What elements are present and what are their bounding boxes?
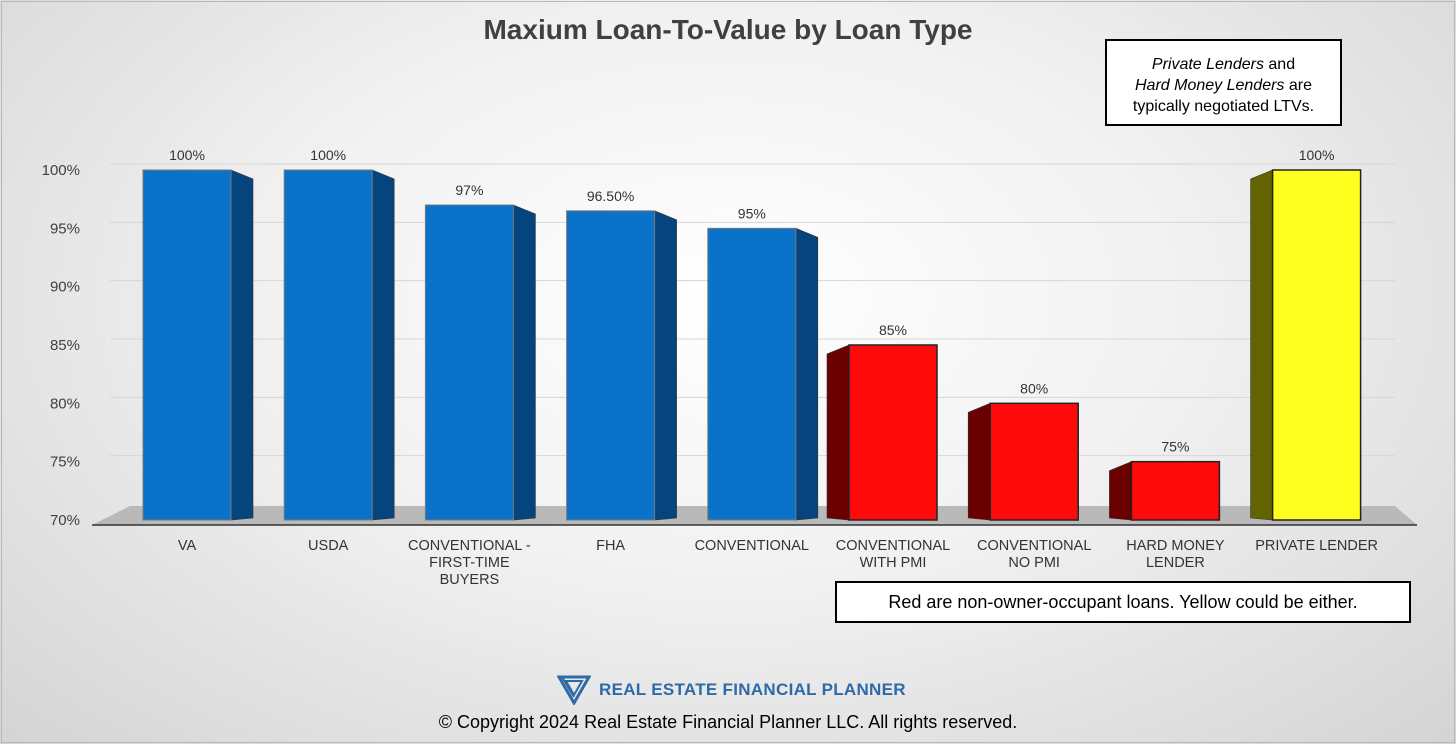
bar-front-face (424, 204, 514, 521)
category-label-line: FIRST-TIME (429, 555, 510, 571)
chart-title: Maxium Loan-To-Value by Loan Type (483, 14, 973, 45)
category-label-line: LENDER (1146, 555, 1205, 571)
bar-side-face (967, 402, 991, 521)
bar-side-face (826, 344, 850, 521)
category-label: CONVENTIONAL (695, 538, 809, 554)
data-label: 100% (169, 147, 205, 163)
note-private-lenders: Private Lenders (1151, 56, 1264, 73)
category-label: FHA (596, 538, 625, 554)
category-label-line: CONVENTIONAL - (408, 538, 531, 554)
bar (142, 169, 254, 521)
y-tick-label: 85% (50, 337, 80, 354)
v-triangle-logo-icon (557, 675, 591, 705)
note-are: are (1284, 77, 1312, 94)
bar-side-face (1250, 169, 1273, 521)
category-label-line: NO PMI (1008, 555, 1060, 571)
bar (707, 227, 819, 521)
category-label: CONVENTIONAL WITH PMI (836, 538, 950, 571)
y-tick-label: 90% (50, 279, 80, 296)
copyright-text: © Copyright 2024 Real Estate Financial P… (438, 712, 1018, 732)
data-label: 96.50% (587, 188, 634, 204)
bar (424, 204, 536, 521)
brand-name: REAL ESTATE FINANCIAL PLANNER (599, 680, 906, 699)
category-label: CONVENTIONAL NO PMI (977, 538, 1091, 571)
category-label-line: CONVENTIONAL (836, 538, 950, 554)
bar-side-face (230, 169, 254, 521)
y-axis-ticks: 70% 75% 80% 85% 90% 95% 100% (42, 162, 80, 529)
bar-side-face (513, 204, 536, 521)
bar (283, 169, 395, 521)
bar (967, 402, 1079, 521)
bar-front-face (707, 227, 797, 521)
data-label: 100% (1299, 147, 1335, 163)
y-tick-label: 95% (50, 220, 80, 237)
bar (1109, 460, 1221, 521)
note-negotiated: typically negotiated LTVs. (1132, 98, 1315, 115)
category-label-line: USDA (308, 538, 349, 554)
data-label: 95% (738, 205, 766, 221)
bars (142, 169, 1362, 521)
category-label: USDA (308, 538, 349, 554)
category-label: CONVENTIONAL -FIRST-TIME BUYERS (408, 538, 531, 588)
bar-front-face (1130, 460, 1221, 521)
bar-side-face (795, 227, 819, 521)
category-label-line: WITH PMI (860, 555, 927, 571)
bar-side-face (654, 210, 677, 521)
bar-front-face (989, 402, 1079, 521)
y-tick-label: 80% (50, 395, 80, 412)
bar-side-face (371, 169, 395, 521)
category-label-line: FHA (596, 538, 625, 554)
bar-side-face (1109, 461, 1132, 521)
bar (566, 210, 677, 521)
data-labels: 100% 100% 97% 96.50% 95% 85% 80% 75% 100% (169, 147, 1334, 455)
category-label-line: PRIVATE LENDER (1255, 538, 1378, 554)
category-label-line: BUYERS (440, 572, 500, 588)
x-axis-categories: VA USDA CONVENTIONAL -FIRST-TIME BUYERS FHA C… (178, 538, 1378, 588)
y-tick-label: 75% (50, 454, 80, 471)
category-label-line: HARD MONEY (1126, 538, 1225, 554)
y-tick-label: 70% (50, 512, 80, 529)
note-hard-money-lenders: Hard Money Lenders (1135, 77, 1285, 94)
category-label: PRIVATE LENDER (1255, 538, 1378, 554)
bar (826, 344, 938, 521)
brand-logo: REAL ESTATE FINANCIAL PLANNER (557, 674, 906, 706)
category-label: HARD MONEY LENDER (1126, 538, 1225, 571)
bar-front-face (283, 169, 373, 521)
data-label: 80% (1020, 380, 1048, 396)
data-label: 100% (310, 147, 346, 163)
data-label: 75% (1161, 439, 1189, 455)
y-tick-label: 100% (42, 162, 80, 179)
color-legend-note: Red are non-owner-occupant loans. Yellow… (835, 581, 1411, 623)
data-label: 85% (879, 322, 907, 338)
bar-front-face (848, 344, 938, 521)
lender-note-box: Private Lenders and Hard Money Lenders a… (1105, 39, 1342, 126)
category-label-line: CONVENTIONAL (977, 538, 1091, 554)
note-and: and (1263, 56, 1296, 73)
bar-front-face (566, 210, 656, 521)
category-label: VA (178, 538, 197, 554)
category-label-line: CONVENTIONAL (695, 538, 809, 554)
data-label: 97% (455, 182, 483, 198)
bar-front-face (142, 169, 232, 521)
bar-front-face (1271, 169, 1362, 521)
bar (1250, 169, 1362, 521)
category-label-line: VA (178, 538, 197, 554)
